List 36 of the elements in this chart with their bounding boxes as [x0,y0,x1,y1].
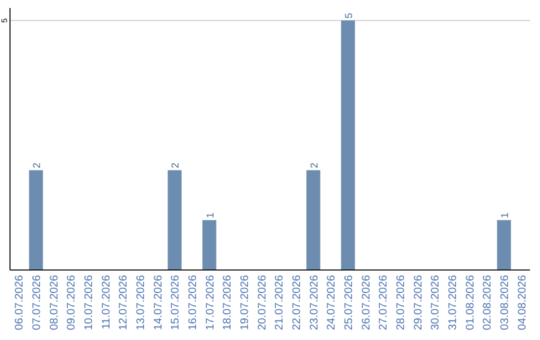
data-label: 2 [309,162,320,168]
x-tick-label: 25.07.2026 [343,275,355,330]
x-tick-label: 29.07.2026 [412,275,424,330]
x-tick-label: 21.07.2026 [274,275,286,330]
x-tick-label: 30.07.2026 [430,275,442,330]
x-tick-label: 10.07.2026 [83,275,95,330]
x-tick-label: 01.08.2026 [464,275,476,330]
x-tick-label: 23.07.2026 [308,275,320,330]
x-tick-label: 22.07.2026 [291,275,303,330]
x-tick-label: 03.08.2026 [499,275,511,330]
data-label: 1 [500,212,511,218]
x-tick-label: 09.07.2026 [66,275,78,330]
x-tick-label: 04.08.2026 [516,275,528,330]
x-tick-label: 24.07.2026 [326,275,338,330]
data-label: 2 [32,162,43,168]
x-tick-label: 17.07.2026 [204,275,216,330]
x-tick-label: 13.07.2026 [135,275,147,330]
data-label: 5 [344,12,355,18]
x-tick-label: 08.07.2026 [48,275,60,330]
x-tick-label: 31.07.2026 [447,275,459,330]
x-tick-label: 11.07.2026 [100,275,112,330]
x-tick-label: 28.07.2026 [395,275,407,330]
x-tick-label: 15.07.2026 [170,275,182,330]
data-label: 1 [205,212,216,218]
data-label: 2 [170,162,182,168]
x-tick-label: 18.07.2026 [222,275,234,330]
x-tick-label: 26.07.2026 [360,275,372,330]
x-tick-label: 14.07.2026 [152,275,164,330]
x-tick-label: 27.07.2026 [378,275,390,330]
x-tick-label: 19.07.2026 [239,275,251,330]
x-tick-label: 20.07.2026 [256,275,268,330]
x-tick-label: 07.07.2026 [31,275,43,330]
x-tick-label: 16.07.2026 [187,275,199,330]
x-tick-label: 02.08.2026 [482,275,494,330]
x-tick-label: 12.07.2026 [118,275,130,330]
x-tick-label: 06.07.2026 [14,275,26,330]
